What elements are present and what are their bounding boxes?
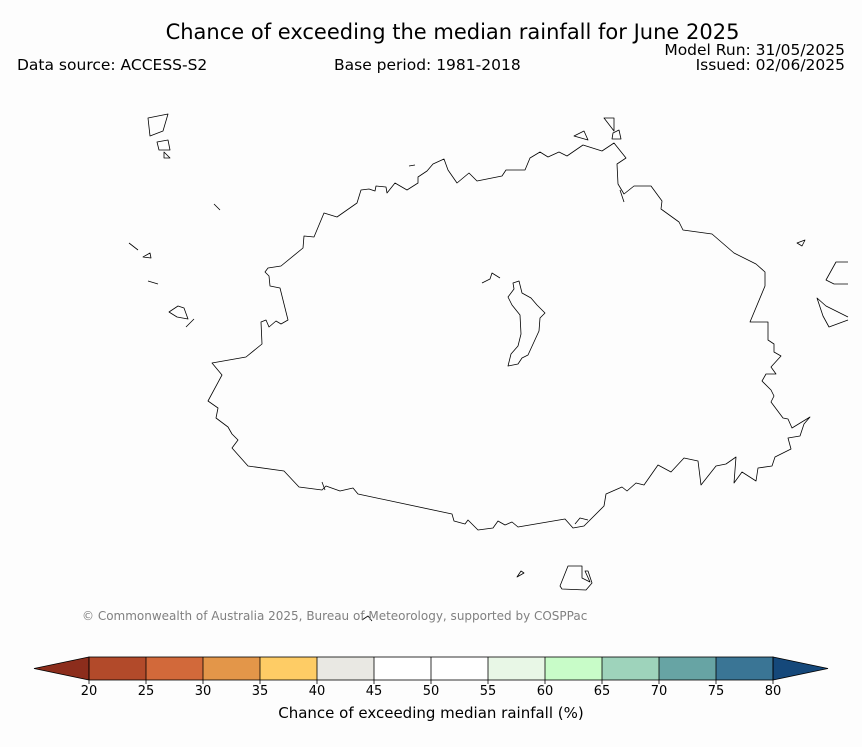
reef-line <box>361 615 373 622</box>
reef-line <box>185 318 195 328</box>
islet-outline <box>796 239 806 247</box>
colorbar-under-arrow <box>33 656 90 681</box>
colorbar-tick-label: 20 <box>81 684 98 699</box>
base-period-text: Base period: 1981-2018 <box>334 56 521 74</box>
islet-outline <box>142 252 152 259</box>
colorbar-tick-label: 55 <box>480 684 497 699</box>
islet-outline <box>559 565 593 591</box>
islet-outline <box>816 297 849 328</box>
colorbar-bin <box>203 657 260 680</box>
data-source-text: Data source: ACCESS-S2 <box>17 56 208 74</box>
reef-line <box>408 164 416 167</box>
colorbar-tick-label: 40 <box>309 684 326 699</box>
reef-line <box>128 242 139 251</box>
colorbar-bin <box>431 657 488 680</box>
copyright-notice: © Commonwealth of Australia 2025, Bureau… <box>82 609 588 623</box>
main-island-outline <box>207 142 811 531</box>
colorbar-tick-label: 25 <box>138 684 155 699</box>
colorbar-bin <box>260 657 317 680</box>
issued-date-text: Issued: 02/06/2025 <box>695 56 845 74</box>
islet-outline <box>156 139 171 151</box>
colorbar-tick-label: 70 <box>651 684 668 699</box>
islet-outline <box>603 117 615 132</box>
colorbar-bin <box>317 657 374 680</box>
colorbar-tick-label: 45 <box>366 684 383 699</box>
colorbar-bin <box>89 657 146 680</box>
islet-outline <box>163 151 171 159</box>
colorbar-bin <box>602 657 659 680</box>
reef-line <box>574 517 589 525</box>
colorbar-tick-label: 35 <box>252 684 269 699</box>
islet-outline <box>573 130 589 141</box>
colorbar-bin <box>146 657 203 680</box>
colorbar-tick-label: 50 <box>423 684 440 699</box>
colorbar-tick-label: 30 <box>195 684 212 699</box>
colorbar-over-arrow <box>772 656 829 681</box>
reef-line <box>481 272 501 284</box>
map-title: Chance of exceeding the median rainfall … <box>165 20 740 44</box>
reef-line <box>321 481 326 491</box>
reef-line <box>147 280 159 285</box>
islet-outline <box>825 261 848 285</box>
colorbar-bin <box>659 657 716 680</box>
model-run-text: Model Run: 31/05/2025 <box>664 41 845 59</box>
colorbar-bin <box>716 657 773 680</box>
colorbar-tick-label: 75 <box>708 684 725 699</box>
colorbar-bin <box>374 657 431 680</box>
colorbar-label: Chance of exceeding median rainfall (%) <box>278 704 584 722</box>
colorbar-tick-label: 60 <box>537 684 554 699</box>
coastline-map <box>128 113 849 622</box>
colorbar-bin <box>488 657 545 680</box>
islet-outline <box>516 570 525 578</box>
islet-outline <box>611 129 622 140</box>
reef-line <box>213 203 221 211</box>
inner-island-outline <box>507 280 546 367</box>
colorbar-tick-label: 65 <box>594 684 611 699</box>
islet-outline <box>147 113 169 137</box>
colorbar-tick-label: 80 <box>765 684 782 699</box>
islet-outline <box>168 305 189 320</box>
reef-line <box>619 189 625 203</box>
colorbar-bin <box>545 657 602 680</box>
